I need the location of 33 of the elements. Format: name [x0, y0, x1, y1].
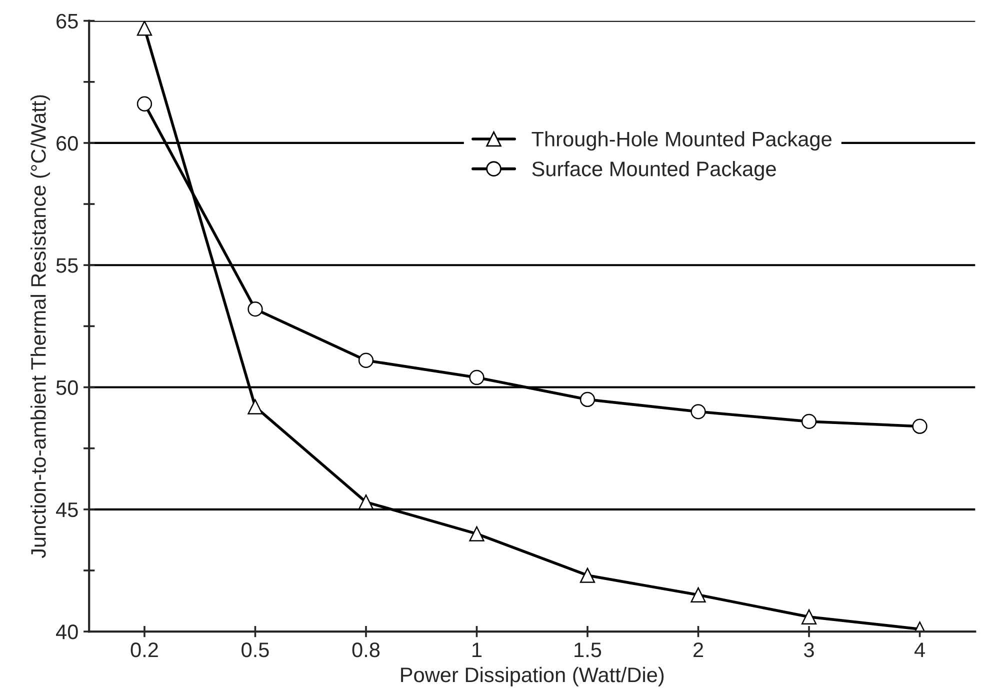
- y-tick-label: 40: [56, 624, 78, 640]
- point: [248, 399, 263, 414]
- x-tick-label: 1: [472, 642, 482, 658]
- point: [690, 404, 706, 420]
- y-tick-label: 65: [56, 14, 78, 29]
- y-tick-label: 55: [56, 258, 78, 273]
- point: [358, 352, 374, 368]
- y-tick-label: 60: [56, 136, 78, 151]
- y-tick-label: 45: [56, 502, 78, 518]
- point: [358, 494, 374, 510]
- x-tick-label: 0.5: [242, 642, 269, 658]
- x-axis-title: Power Dissipation (Watt/Die): [401, 666, 664, 686]
- point: [801, 414, 817, 430]
- point: [580, 392, 596, 408]
- x-tick-label: 2: [694, 642, 704, 658]
- point: [136, 96, 152, 112]
- x-tick-label: 1.5: [574, 642, 602, 658]
- legend-label: Surface Mounted Package: [532, 161, 776, 180]
- y-axis-title: Junction-to-ambient Thermal Resistance (°C/Watt): [30, 95, 50, 558]
- point: [469, 370, 484, 386]
- x-tick-label: 0.2: [130, 642, 158, 658]
- point: [248, 302, 263, 317]
- point: [469, 526, 484, 542]
- point: [136, 20, 152, 36]
- y-tick-label: 50: [56, 380, 78, 396]
- point: [912, 418, 928, 434]
- x-tick-label: 4: [914, 642, 925, 658]
- legend-label: Through-Hole Mounted Package: [532, 131, 832, 151]
- point: [690, 587, 706, 602]
- x-tick-label: 0.8: [352, 642, 380, 658]
- point: [580, 568, 596, 583]
- point: [801, 609, 817, 624]
- x-tick-label: 3: [804, 642, 814, 658]
